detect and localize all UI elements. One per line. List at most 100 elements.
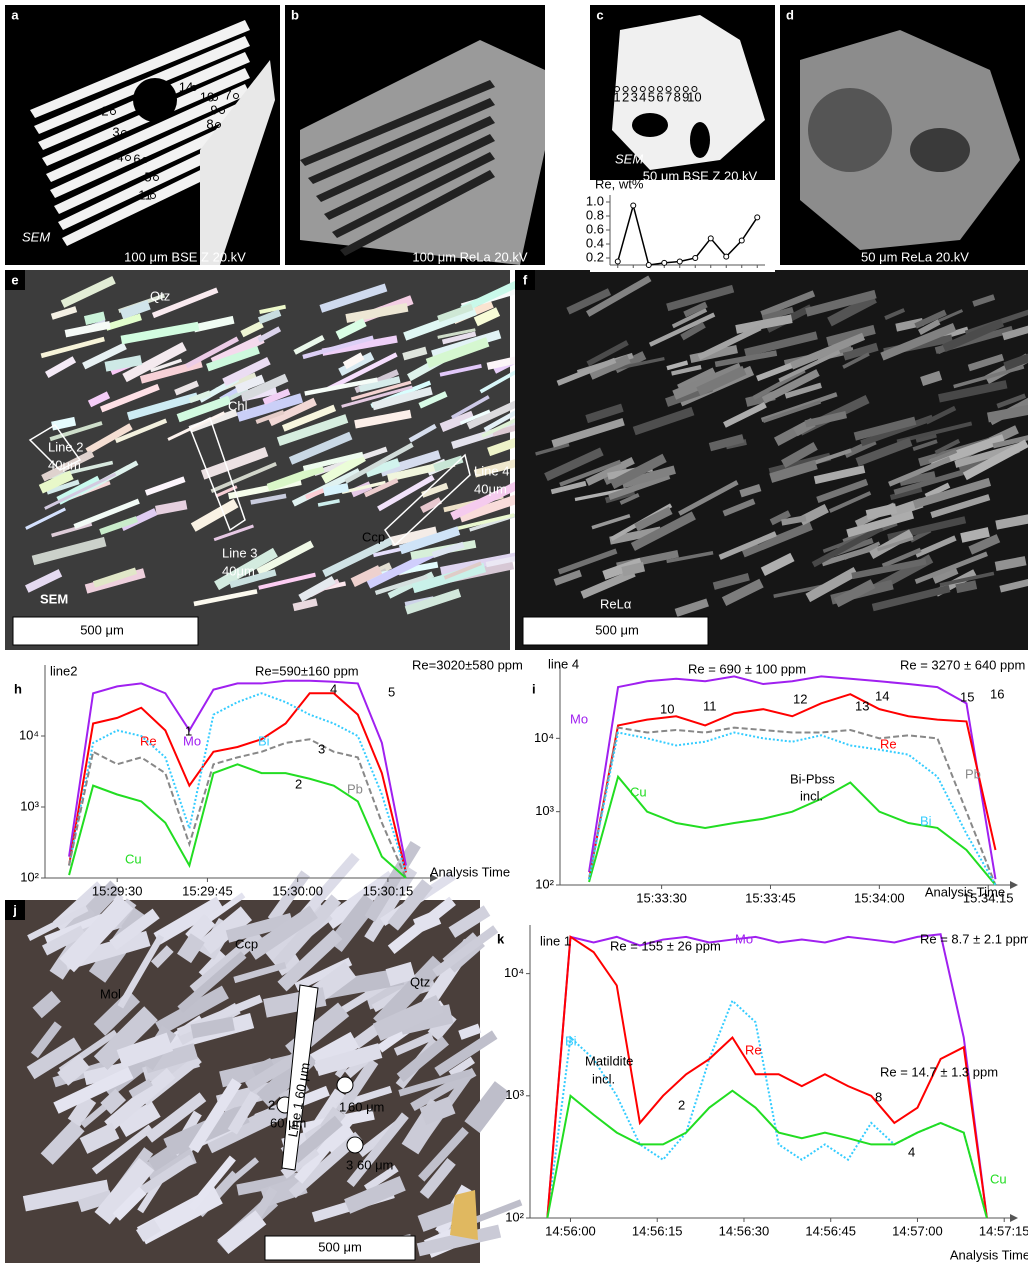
series-label: Bi [258,733,270,748]
texture [280,1146,320,1179]
spot [648,86,655,92]
scale-bar [12,616,199,646]
texture [236,1170,313,1196]
texture [621,465,676,489]
panel-text: 40μm [474,481,507,496]
texture [437,303,474,323]
texture [466,396,527,430]
series-line [588,693,997,880]
x-tick-label: 14:56:30 [719,1223,770,1238]
texture [240,373,289,402]
texture [321,453,366,484]
texture [176,395,231,423]
spot-label: 2 [622,89,629,104]
texture [696,365,747,397]
panel-label: h [14,681,22,696]
spot-label: 1 [613,89,620,104]
spot [614,86,620,92]
texture [319,283,388,313]
series-label: Re [745,1042,762,1057]
texture [761,306,794,322]
texture [272,894,342,969]
texture [229,569,277,589]
spot-label: 1 [76,59,83,74]
texture [458,494,518,523]
texture [828,491,872,513]
axis-arrow [1010,881,1018,889]
panel-label: f [523,272,528,287]
texture [53,1067,134,1114]
texture [133,78,177,122]
texture [206,346,260,372]
spot-label: 11 [138,187,152,202]
texture [288,431,353,465]
texture [335,318,367,340]
texture [481,415,522,438]
texture [808,88,892,172]
texture [234,374,265,394]
texture [756,362,794,382]
texture [535,443,570,456]
texture [925,405,957,425]
annotation: 15 [960,689,974,704]
marker [754,214,761,221]
texture [456,513,515,531]
texture [200,446,269,480]
texture [120,508,158,531]
panel-text: SEM [40,591,68,606]
texture [610,453,667,489]
texture [769,510,791,526]
texture [939,571,995,587]
texture [781,442,818,468]
y-tick-label: 0.6 [586,221,604,236]
texture [811,525,884,568]
texture [790,332,866,370]
series-label: Cu [125,851,142,866]
texture [365,458,401,478]
texture [210,462,277,493]
texture [227,1091,260,1135]
y-tick-label: 0.2 [586,249,604,264]
panel-text: 50 μm ReLa 20.kV [861,249,969,264]
texture [373,955,446,1031]
texture [114,418,168,444]
texture [59,895,134,973]
annotation: incl. [592,1071,615,1086]
texture [585,403,624,424]
x-tick-label: 15:30:00 [272,883,323,898]
texture [316,116,495,202]
texture [895,317,924,332]
scale-bar [264,1235,416,1261]
texture [116,1101,161,1138]
annotation: 14 [875,688,889,703]
texture [853,416,917,441]
texture [150,358,183,373]
series-label: Bi [920,813,932,828]
texture [109,908,160,951]
panel-label-box [285,5,305,25]
texture [441,331,477,345]
texture [317,498,340,507]
texture [322,537,394,578]
x-tick-label: 14:56:00 [545,1223,596,1238]
texture [259,304,287,314]
spot [639,86,646,92]
texture [327,352,398,392]
annotation: 2 [678,1097,685,1112]
texture [559,459,622,487]
texture [350,380,412,401]
texture [865,503,898,520]
texture [83,1061,131,1086]
texture [177,933,205,964]
texture [418,1127,469,1182]
spot [110,109,116,115]
texture [723,401,767,428]
texture [193,589,258,607]
texture [364,841,421,922]
annotation: 12 [793,691,807,706]
texture [690,122,710,158]
texture [236,393,304,422]
annotation: line 1 [540,933,571,948]
texture [419,1096,456,1126]
